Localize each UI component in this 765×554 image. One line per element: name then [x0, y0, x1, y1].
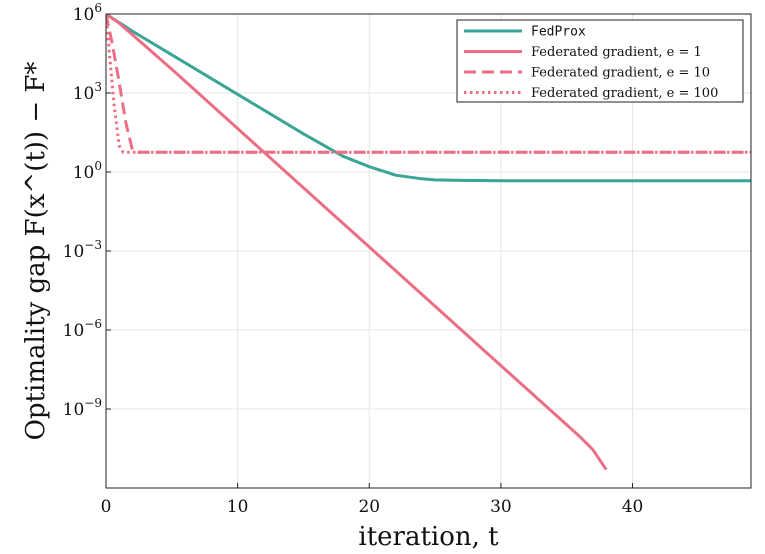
x-tick-label: 40 [622, 497, 644, 517]
y-tick-label: 100 [73, 159, 102, 183]
x-tick-label: 0 [101, 497, 112, 517]
x-tick-label: 30 [490, 497, 512, 517]
y-tick-label: 10−3 [63, 238, 102, 262]
legend-label: FedProx [531, 25, 586, 40]
y-tick-label: 103 [73, 80, 102, 104]
legend-label: Federated gradient, e = 1 [531, 45, 702, 60]
series-line-4 [106, 14, 751, 154]
legend: FedProx Federated gradient, e = 1 Federate… [456, 19, 744, 103]
y-tick-label: 10−9 [63, 396, 102, 420]
series-line-3 [106, 14, 751, 154]
legend-label: Federated gradient, e = 100 [531, 86, 718, 101]
legend-box [456, 19, 744, 103]
x-tick-label: 20 [358, 497, 380, 517]
x-tick-label: 10 [227, 497, 249, 517]
x-axis-label: iteration, t [358, 522, 499, 552]
legend-label: Federated gradient, e = 10 [531, 66, 710, 81]
y-tick-label: 10−6 [63, 317, 102, 341]
y-tick-label: 106 [73, 1, 102, 25]
series-layer [106, 14, 751, 471]
ticks: 0 10 20 30 40 106 103 100 10−3 10−6 10−9 [63, 1, 644, 517]
series-line-2 [106, 14, 608, 471]
y-axis-label: Optimality gap F(x^(t)) − F* [21, 62, 51, 441]
series-line-1 [106, 14, 751, 183]
